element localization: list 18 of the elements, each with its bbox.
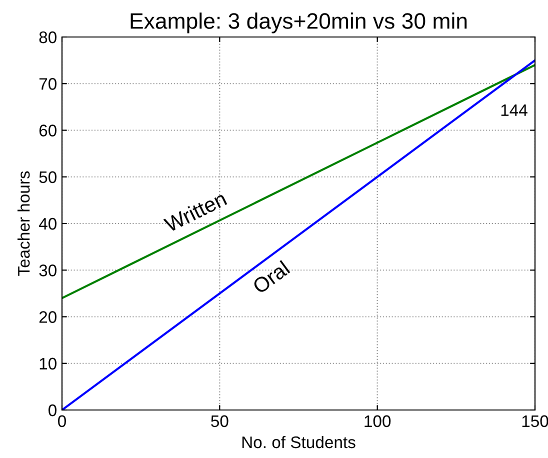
y-tick-label: 80 xyxy=(39,31,56,44)
annotation: 144 xyxy=(501,104,528,116)
text: Oral xyxy=(251,260,290,294)
y-tick-label: 60 xyxy=(39,124,56,136)
x-tick-label: 150 xyxy=(522,415,548,428)
x-tick-label: 50 xyxy=(211,415,228,428)
y-tick-label: 20 xyxy=(39,311,56,323)
y-tick-label: 50 xyxy=(39,171,56,184)
x-axis-title: No. of Students xyxy=(242,436,356,448)
y-axis-title: Teacher hours xyxy=(18,171,30,276)
x-tick-label: 100 xyxy=(364,415,391,428)
y-tick-label: 40 xyxy=(38,218,56,230)
chart-title: Example: 3 days+20min vs 30 min xyxy=(130,12,467,34)
y-tick-label: 0 xyxy=(48,404,56,416)
y-tick-label: 10 xyxy=(40,358,56,370)
x-tick-label: 0 xyxy=(58,415,66,428)
y-tick-label: 30 xyxy=(39,264,56,276)
y-tick-label: 70 xyxy=(39,78,56,90)
